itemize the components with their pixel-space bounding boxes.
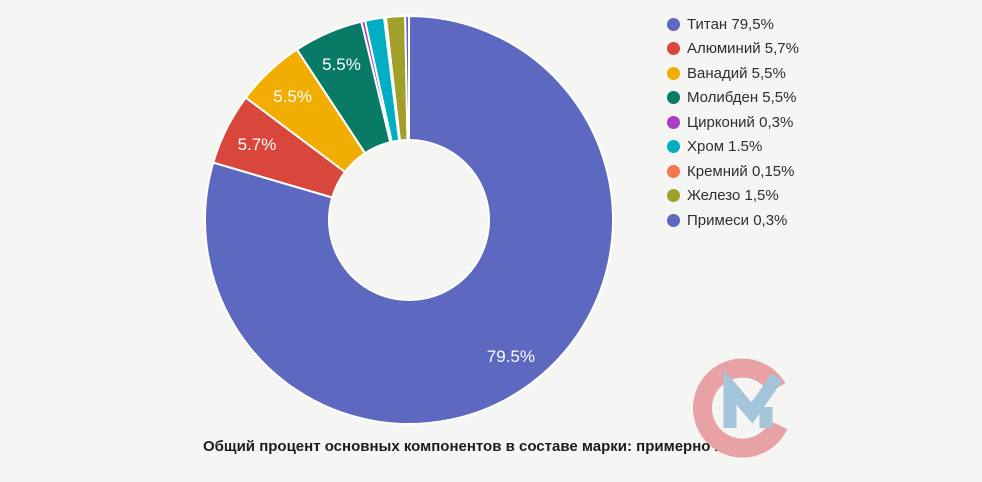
pie-slice-8[interactable]	[404, 15, 410, 142]
legend-item-1[interactable]: Алюминий 5,7%	[667, 37, 799, 62]
logo-letter-m-check	[723, 369, 783, 428]
legend-swatch-icon	[667, 17, 680, 31]
legend-swatch-icon	[667, 164, 680, 178]
legend-item-8[interactable]: Примеси 0,3%	[667, 208, 799, 233]
slice-label-0: 79.5%	[487, 347, 535, 366]
legend-label: Титан 79,5%	[687, 15, 774, 33]
legend-swatch-icon	[667, 42, 680, 56]
slice-label-1: 5.7%	[238, 135, 277, 154]
cm-logo	[693, 358, 788, 458]
legend-item-5[interactable]: Хром 1.5%	[667, 135, 799, 160]
slice-label-3: 5.5%	[322, 55, 361, 74]
legend-item-4[interactable]: Цирконий 0,3%	[667, 110, 799, 135]
legend-label: Примеси 0,3%	[687, 211, 788, 229]
logo-letter-c	[693, 358, 788, 458]
chart-caption: Общий процент основных компонентов в сос…	[203, 438, 758, 455]
pie-slice-0[interactable]	[204, 15, 614, 425]
legend-item-3[interactable]: Молибден 5,5%	[667, 86, 799, 111]
slice-label-2: 5.5%	[273, 87, 312, 106]
legend-swatch-icon	[667, 213, 680, 227]
legend-item-6[interactable]: Кремний 0,15%	[667, 159, 799, 184]
legend-swatch-icon	[667, 115, 680, 129]
legend-item-0[interactable]: Титан 79,5%	[667, 12, 799, 37]
chart-legend: Титан 79,5% Алюминий 5,7% Ванадий 5,5% Моли…	[667, 12, 799, 233]
legend-label: Ванадий 5,5%	[687, 64, 786, 82]
legend-swatch-icon	[667, 189, 680, 203]
legend-swatch-icon	[667, 66, 680, 80]
legend-label: Молибден 5,5%	[687, 89, 797, 107]
legend-swatch-icon	[667, 91, 680, 105]
legend-item-7[interactable]: Железо 1,5%	[667, 184, 799, 209]
legend-label: Цирконий 0,3%	[687, 113, 794, 131]
legend-label: Железо 1,5%	[687, 187, 779, 205]
legend-label: Кремний 0,15%	[687, 162, 795, 180]
donut-chart: 79.5% 5.7% 5.5% 5.5%	[204, 15, 614, 425]
legend-item-2[interactable]: Ванадий 5,5%	[667, 61, 799, 86]
legend-swatch-icon	[667, 140, 680, 154]
legend-label: Хром 1.5%	[687, 138, 763, 156]
legend-label: Алюминий 5,7%	[687, 40, 799, 58]
